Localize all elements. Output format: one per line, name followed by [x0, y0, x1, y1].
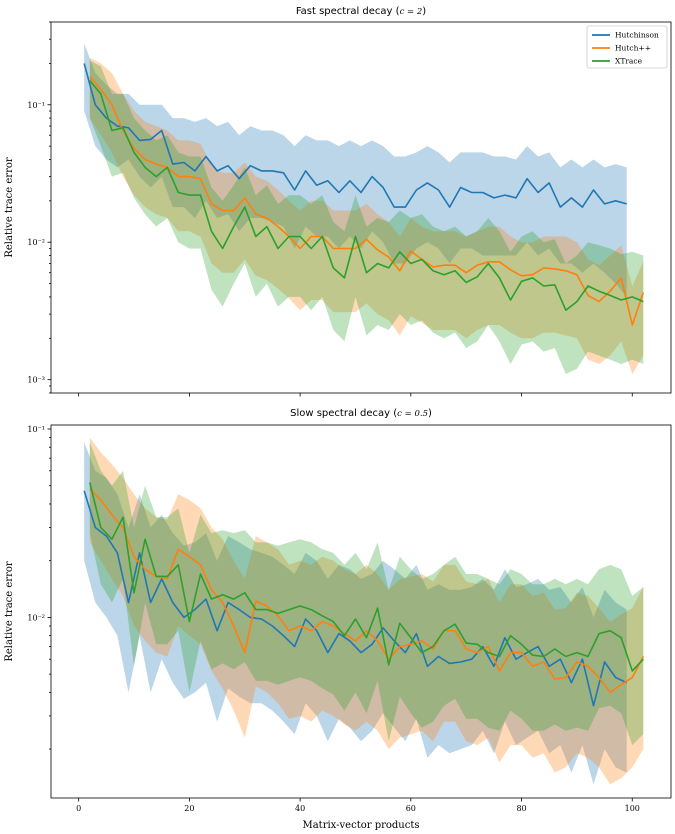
- band-hutchpp: [89, 57, 644, 374]
- legend-box: [586, 25, 668, 69]
- x-tick-label: 40: [295, 804, 305, 813]
- band-hutchinson: [84, 442, 627, 785]
- y-tick-label: 10⁻³: [27, 376, 45, 385]
- legend-label: Hutch++: [615, 44, 651, 53]
- x-tick-label: 100: [625, 804, 640, 813]
- x-tick-label: 60: [406, 804, 416, 813]
- line-hutchinson: [83, 490, 628, 707]
- line-hutchinson: [83, 63, 627, 208]
- band-hutchpp: [89, 437, 644, 785]
- plot-frame: [50, 424, 672, 799]
- top-panel: Fast spectral decay (c = 2) 10⁻³ 10⁻² 10⁻¹ R…: [4, 6, 672, 397]
- y-tick-label: 10⁻²: [27, 613, 45, 622]
- band-hutchinson: [84, 43, 627, 297]
- y-axis-label: Relative trace error: [4, 157, 15, 258]
- band-xtrace: [89, 60, 644, 374]
- x-tick-label: 0: [76, 804, 81, 813]
- legend-label: Hutchinson: [615, 31, 659, 40]
- x-tick-label: 20: [184, 804, 194, 813]
- y-tick-label: 10⁻¹: [27, 425, 45, 434]
- y-axis-label: Relative trace error: [4, 561, 15, 662]
- legend-label: XTrace: [615, 57, 643, 66]
- line-xtrace: [89, 80, 644, 312]
- line-hutchpp: [89, 76, 645, 326]
- x-axis-label: Matrix-vector products: [302, 820, 419, 831]
- band-xtrace: [89, 442, 644, 746]
- chart-title: Fast spectral decay (c = 2): [296, 6, 426, 17]
- x-tick-label: 80: [516, 804, 526, 813]
- legend: Hutchinson Hutch++ XTrace: [586, 25, 668, 69]
- y-tick-label: 10⁻¹: [27, 101, 45, 110]
- bottom-panel: Slow spectral decay (c = 0.5) 0 20 40 60 80 10…: [4, 408, 672, 813]
- line-xtrace: [89, 482, 644, 672]
- chart-title: Slow spectral decay (c = 0.5): [290, 408, 432, 419]
- y-tick-label: 10⁻²: [27, 238, 45, 247]
- line-hutchpp: [89, 488, 645, 694]
- plot-frame: [50, 21, 672, 394]
